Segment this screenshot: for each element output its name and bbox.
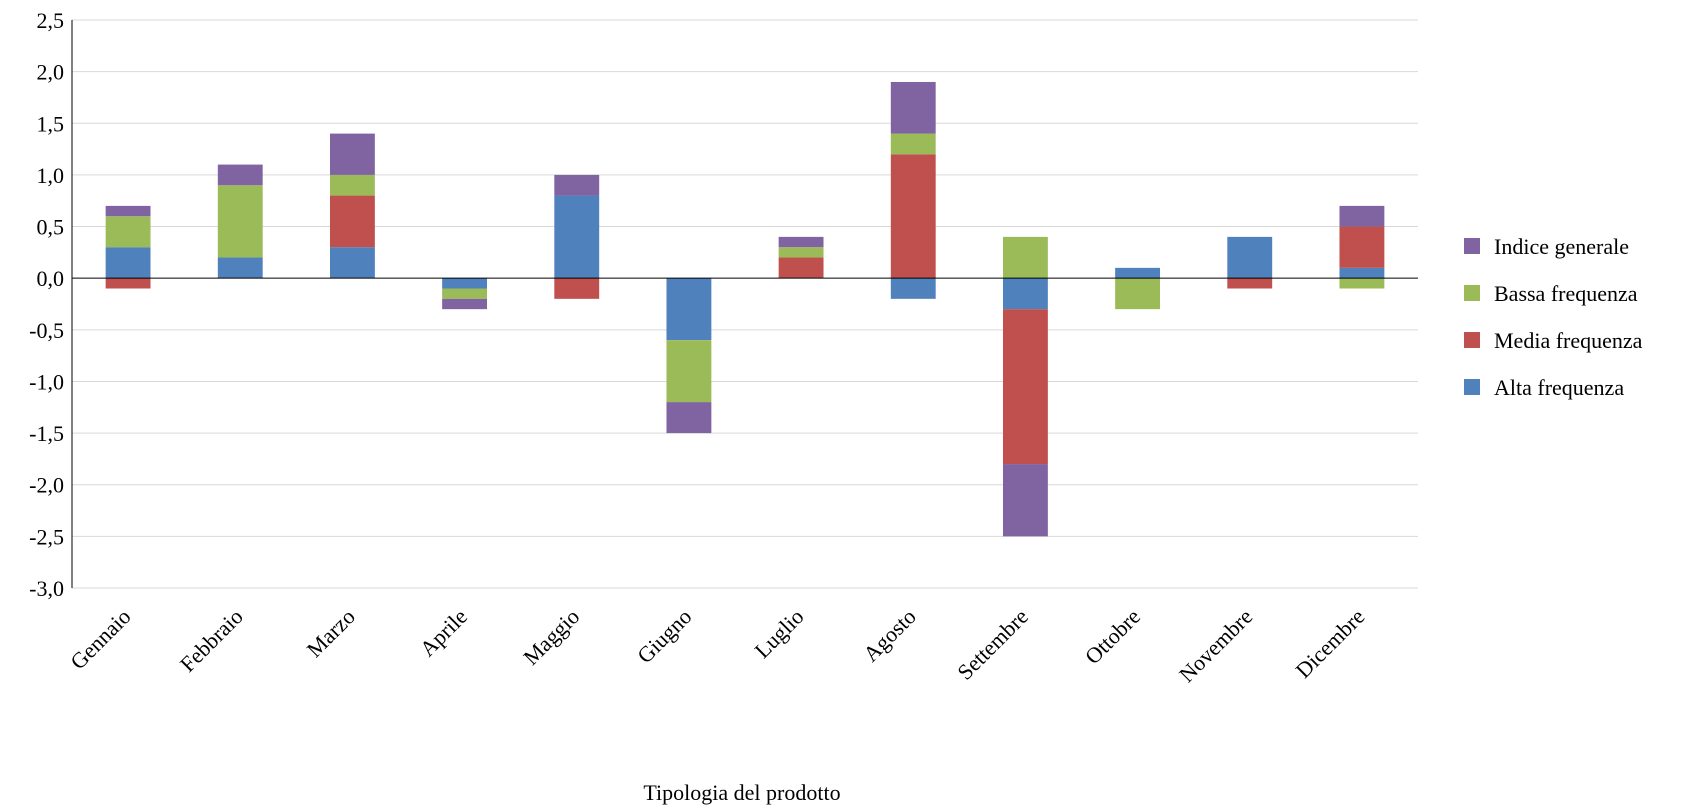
y-tick-label: -0,5 <box>29 318 64 343</box>
legend-item: Media frequenza <box>1464 328 1643 353</box>
x-tick-label: Aprile <box>415 604 472 661</box>
legend-label: Bassa frequenza <box>1494 281 1638 306</box>
gridlines <box>72 19 1418 589</box>
x-tick-label: Agosto <box>858 604 921 667</box>
y-tick-label: -3,0 <box>29 576 64 601</box>
bar-segment <box>442 278 488 289</box>
bar-segment <box>329 133 375 175</box>
bar-segment <box>105 205 151 217</box>
x-tick-label: Dicembre <box>1290 604 1369 683</box>
x-tick-labels: Gennaio Febbraio Marzo Aprile Maggio Giugno Lu… <box>65 604 1369 687</box>
bar-segment <box>1339 226 1385 268</box>
bar-segment <box>442 288 488 299</box>
bar-segment <box>778 257 824 279</box>
bar-segment <box>666 340 712 403</box>
y-tick-label: 0,5 <box>37 215 65 240</box>
y-tick-label: -1,0 <box>29 369 64 394</box>
bar-segment <box>778 236 824 248</box>
bar-segment <box>1115 278 1161 310</box>
bar-segment <box>554 174 600 196</box>
bar-segment <box>1002 464 1048 537</box>
y-tick-label: 2,0 <box>37 60 65 85</box>
x-tick-label: Gennaio <box>65 604 135 674</box>
axes <box>71 20 1418 588</box>
bar-segment <box>1002 236 1048 279</box>
bar-segment <box>890 278 936 299</box>
x-tick-label: Marzo <box>302 604 360 662</box>
bar-segment <box>1227 236 1273 279</box>
bar-segment <box>329 247 375 279</box>
bar-segment <box>1339 205 1385 227</box>
bar-segment <box>890 133 936 155</box>
legend: Indice generale Bassa frequenza Media freq… <box>1464 234 1643 400</box>
bar-segment <box>890 154 936 279</box>
x-axis-title: Tipologia del prodotto <box>643 780 840 805</box>
bar-segment <box>666 278 712 341</box>
bar-segment <box>217 257 263 279</box>
bar-segment <box>217 185 263 258</box>
bar-segment <box>329 195 375 248</box>
bar-segment <box>105 247 151 279</box>
x-tick-label: Febbraio <box>175 604 248 677</box>
x-tick-label: Luglio <box>749 604 808 663</box>
bar-segment <box>666 402 712 434</box>
bar-segment <box>105 278 151 289</box>
y-tick-label: 2,5 <box>37 8 65 33</box>
legend-item: Indice generale <box>1464 234 1629 259</box>
x-tick-label: Settembre <box>952 604 1033 685</box>
bar-segment <box>554 278 600 299</box>
legend-label: Alta frequenza <box>1494 375 1624 400</box>
legend-swatch <box>1464 285 1480 301</box>
legend-label: Media frequenza <box>1494 328 1643 353</box>
y-tick-label: -2,0 <box>29 473 64 498</box>
bar-segment <box>778 247 824 258</box>
x-tick-label: Ottobre <box>1080 604 1145 669</box>
legend-label: Indice generale <box>1494 234 1629 259</box>
y-tick-label: -2,5 <box>29 524 64 549</box>
legend-swatch <box>1464 379 1480 395</box>
legend-item: Alta frequenza <box>1464 375 1624 400</box>
bar-segment <box>1227 278 1273 289</box>
bar-segment <box>105 216 151 248</box>
y-tick-label: 1,0 <box>37 163 65 188</box>
bar-segment <box>329 174 375 196</box>
bar-segment <box>1339 278 1385 289</box>
bar-segment <box>1339 267 1385 279</box>
legend-swatch <box>1464 238 1480 254</box>
y-tick-label: -1,5 <box>29 421 64 446</box>
y-tick-labels: -3,0 -2,5 -2,0 -1,5 -1,0 -0,5 0,0 0,5 1,0 1,5 2,0 2… <box>29 8 64 601</box>
bar-segment <box>442 298 488 310</box>
y-tick-label: 1,5 <box>37 111 65 136</box>
x-tick-label: Giugno <box>632 604 696 668</box>
bar-segment <box>1002 309 1048 465</box>
legend-swatch <box>1464 332 1480 348</box>
bar-segment <box>554 195 600 279</box>
bars <box>105 81 1385 537</box>
bar-segment <box>890 81 936 134</box>
legend-item: Bassa frequenza <box>1464 281 1638 306</box>
y-tick-label: 0,0 <box>37 266 65 291</box>
bar-segment <box>1115 267 1161 279</box>
x-tick-label: Maggio <box>518 604 584 670</box>
x-tick-label: Novembre <box>1174 604 1257 687</box>
bar-segment <box>217 164 263 186</box>
bar-segment <box>1002 278 1048 310</box>
